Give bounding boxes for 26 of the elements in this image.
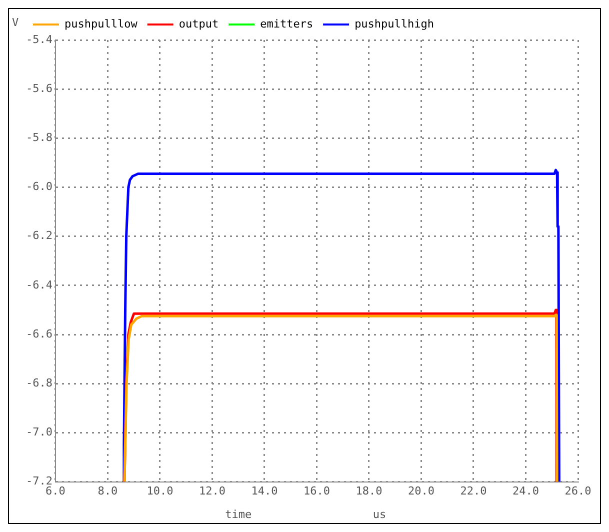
x-axis-title: time (225, 508, 252, 521)
y-tick-label: -6.2 (26, 229, 52, 242)
x-tick-label: 26.0 (564, 484, 592, 498)
legend-label: pushpulllow (64, 17, 138, 30)
x-tick-label: 20.0 (408, 484, 434, 498)
y-tick-label: -5.4 (26, 32, 53, 46)
y-tick-label: -6.6 (26, 327, 52, 340)
y-axis-title: V (12, 16, 19, 29)
y-tick-label: -7.0 (26, 426, 52, 439)
y-tick-label: -6.4 (26, 278, 53, 292)
x-tick-label: 14.0 (251, 484, 278, 498)
x-tick-label: 22.0 (460, 484, 487, 498)
legend-label: output (178, 17, 219, 30)
legend-label: emitters (260, 17, 314, 30)
text: us (372, 508, 386, 521)
x-tick-label: 12.0 (198, 484, 226, 498)
x-tick-label: 10.0 (146, 484, 174, 498)
x-tick-label: 16.0 (303, 484, 330, 498)
y-tick-label: -5.8 (26, 131, 52, 144)
legend-label: pushpullhigh (354, 17, 434, 30)
x-tick-label: 8.0 (98, 484, 118, 498)
y-tick-label: -6.0 (26, 180, 52, 194)
y-tick-label: -5.6 (26, 82, 52, 95)
y-tick-label: -6.8 (26, 376, 52, 390)
x-tick-label: 24.0 (512, 484, 539, 498)
x-tick-label: 18.0 (356, 484, 382, 498)
